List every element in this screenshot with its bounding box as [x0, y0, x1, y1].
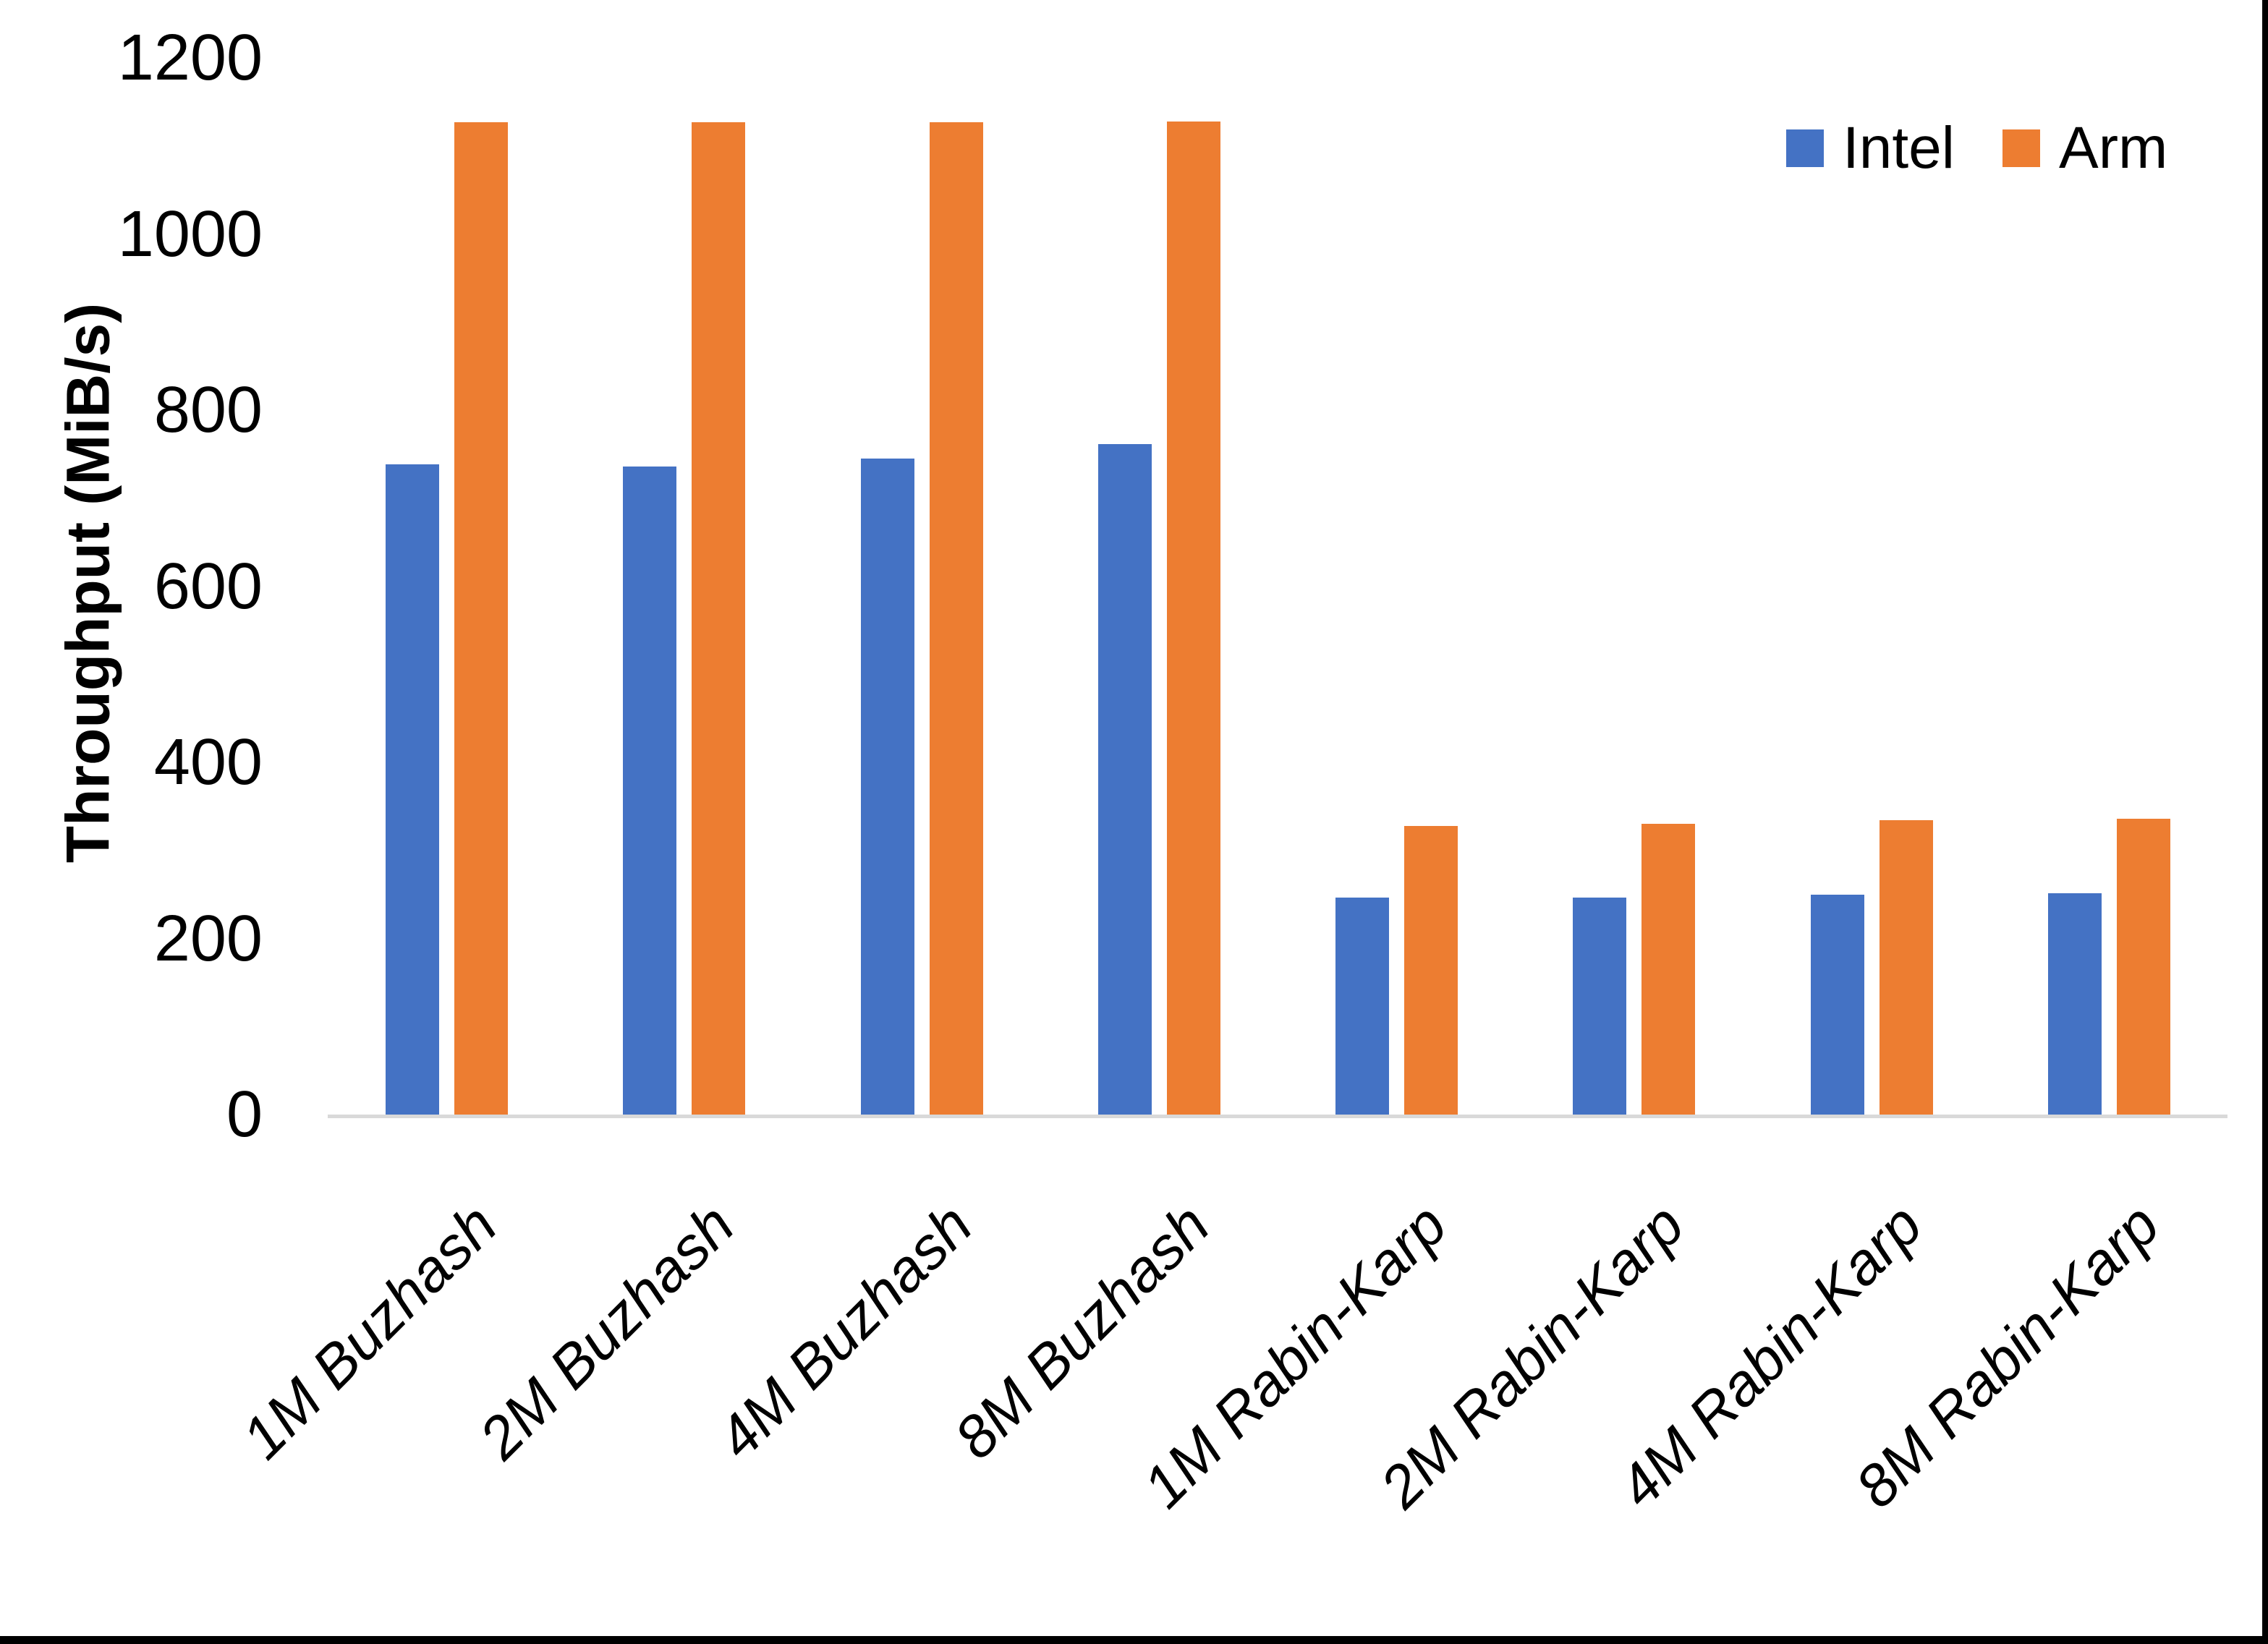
bar-arm-6	[1641, 824, 1696, 1115]
y-tick-label-1200: 1200	[117, 22, 263, 94]
bar-intel-3	[860, 459, 914, 1115]
y-tick-label-400: 400	[153, 726, 263, 798]
y-tick-label-200: 200	[153, 902, 263, 975]
y-tick-label-1000: 1000	[117, 197, 263, 271]
x-category-label-1: 1M Buzhash	[229, 1191, 510, 1472]
bar-intel-1	[386, 464, 439, 1115]
bar-arm-4	[1166, 122, 1220, 1115]
plot-area	[328, 58, 2227, 1118]
legend: Intel Arm	[1786, 110, 2167, 187]
legend-label-arm: Arm	[2059, 115, 2168, 181]
bar-arm-5	[1404, 826, 1458, 1115]
legend-label-intel: Intel	[1843, 115, 1955, 181]
bar-arm-3	[929, 122, 983, 1115]
bar-intel-6	[1573, 898, 1627, 1115]
bar-intel-5	[1335, 898, 1389, 1115]
screen-edge-right	[2262, 0, 2268, 1644]
y-tick-label-0: 0	[226, 1078, 263, 1151]
bar-intel-8	[2047, 893, 2102, 1115]
bar-arm-1	[454, 122, 508, 1115]
legend-swatch-arm	[2002, 129, 2040, 167]
bar-arm-8	[2116, 819, 2170, 1115]
y-tick-label-800: 800	[153, 374, 263, 446]
screen-edge-bottom	[0, 1636, 2268, 1644]
legend-item-arm: Arm	[2002, 110, 2167, 187]
legend-item-intel: Intel	[1786, 110, 1955, 187]
bar-intel-7	[1810, 895, 1864, 1115]
y-tick-label-600: 600	[153, 550, 263, 623]
legend-swatch-intel	[1786, 129, 1824, 167]
bar-arm-7	[1879, 820, 1933, 1115]
bar-arm-2	[692, 122, 746, 1115]
bar-intel-4	[1097, 444, 1152, 1115]
x-axis-line	[328, 1115, 2227, 1118]
bar-intel-2	[623, 467, 677, 1115]
